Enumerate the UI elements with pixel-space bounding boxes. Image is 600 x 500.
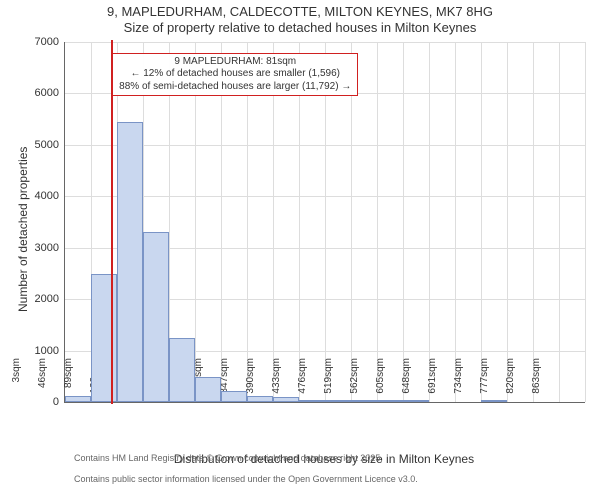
y-tick-label: 4000 xyxy=(35,190,65,202)
gridline-v xyxy=(507,42,508,402)
y-tick-label: 7000 xyxy=(35,36,65,48)
y-tick-label: 1000 xyxy=(35,345,65,357)
annotation-box: 9 MAPLEDURHAM: 81sqm← 12% of detached ho… xyxy=(112,53,358,97)
y-tick-label: 6000 xyxy=(35,87,65,99)
title-line-2: Size of property relative to detached ho… xyxy=(0,20,600,36)
title-block: 9, MAPLEDURHAM, CALDECOTTE, MILTON KEYNE… xyxy=(0,4,600,35)
y-tick-label: 5000 xyxy=(35,139,65,151)
footer-line-1: Contains HM Land Registry data © Crown c… xyxy=(74,453,383,463)
x-tick-label: 46sqm xyxy=(37,358,48,408)
histogram-bar xyxy=(169,338,195,402)
histogram-bar xyxy=(195,377,221,402)
histogram-bar xyxy=(481,400,507,402)
y-axis-label: Number of detached properties xyxy=(16,147,30,312)
gridline-v xyxy=(559,42,560,402)
histogram-bar xyxy=(403,400,429,402)
gridline-v xyxy=(429,42,430,402)
histogram-bar xyxy=(143,232,169,402)
title-line-1: 9, MAPLEDURHAM, CALDECOTTE, MILTON KEYNE… xyxy=(0,4,600,20)
gridline-v xyxy=(481,42,482,402)
gridline-v xyxy=(533,42,534,402)
x-tick-label: 863sqm xyxy=(531,358,542,408)
annotation-line-2: ← 12% of detached houses are smaller (1,… xyxy=(119,68,351,81)
figure: 9, MAPLEDURHAM, CALDECOTTE, MILTON KEYNE… xyxy=(0,0,600,500)
histogram-bar xyxy=(273,397,299,402)
histogram-bar xyxy=(299,400,325,402)
gridline-v xyxy=(377,42,378,402)
x-tick-label: 3sqm xyxy=(11,358,22,408)
histogram-bar xyxy=(377,400,403,402)
histogram-bar xyxy=(325,400,351,402)
histogram-bar xyxy=(117,122,143,402)
gridline-v xyxy=(403,42,404,402)
footer-line-2: Contains public sector information licen… xyxy=(74,474,418,484)
footer-text: Contains HM Land Registry data © Crown c… xyxy=(64,442,418,496)
histogram-bar xyxy=(247,396,273,402)
annotation-line-3: 88% of semi-detached houses are larger (… xyxy=(119,81,351,94)
gridline-v xyxy=(455,42,456,402)
y-tick-label: 2000 xyxy=(35,293,65,305)
histogram-bar xyxy=(65,396,91,402)
plot-area: 010002000300040005000600070003sqm46sqm89… xyxy=(64,42,585,403)
histogram-bar xyxy=(351,400,377,402)
annotation-line-1: 9 MAPLEDURHAM: 81sqm xyxy=(119,56,351,69)
histogram-bar xyxy=(221,391,247,402)
x-tick-label: 734sqm xyxy=(453,358,464,408)
y-tick-label: 3000 xyxy=(35,242,65,254)
gridline-v xyxy=(585,42,586,402)
